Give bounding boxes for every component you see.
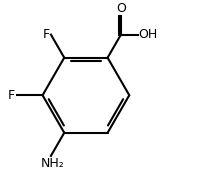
Text: NH₂: NH₂ [41, 157, 65, 170]
Text: F: F [43, 28, 50, 41]
Text: OH: OH [138, 28, 158, 41]
Text: O: O [116, 2, 126, 15]
Text: F: F [8, 89, 15, 102]
